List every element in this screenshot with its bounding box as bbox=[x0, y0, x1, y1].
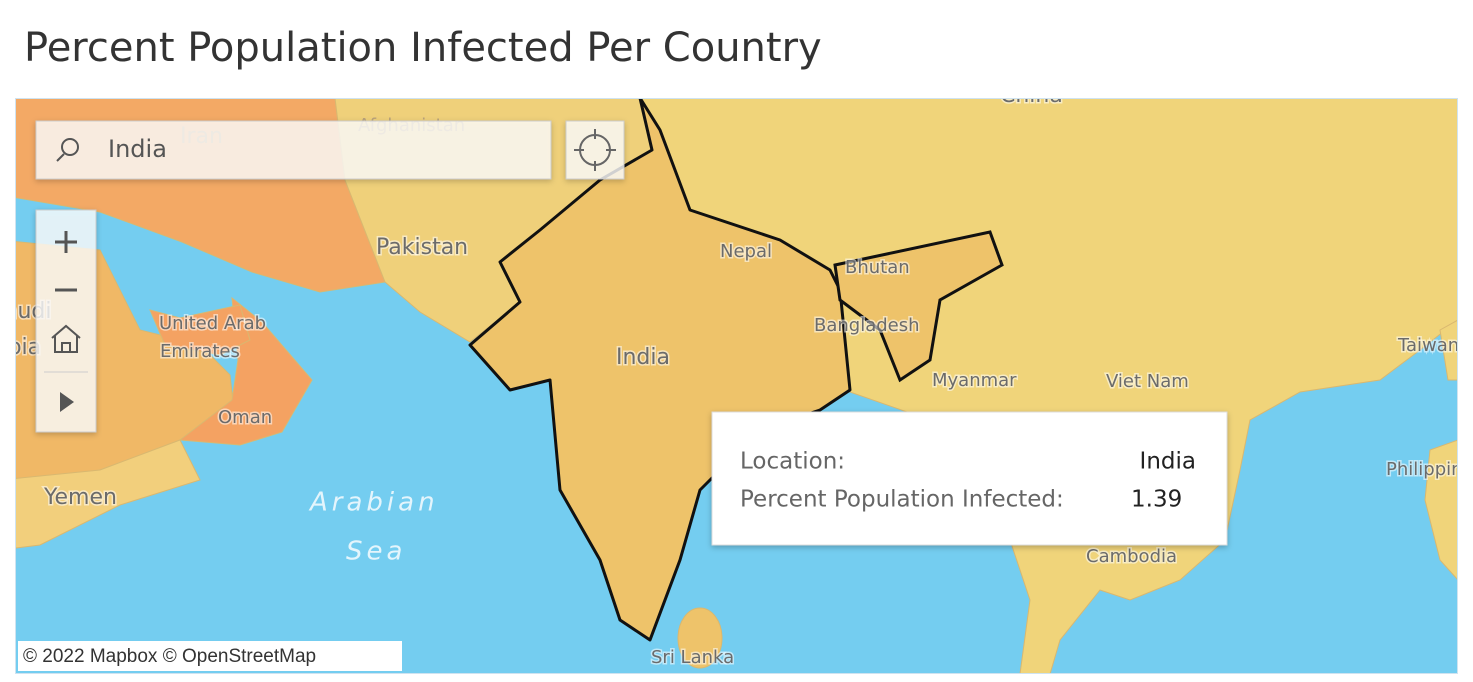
map-label: Arabia bbox=[0, 335, 41, 360]
map-label: Myanmar bbox=[932, 370, 1017, 391]
country-philippines bbox=[1424, 439, 1458, 581]
tooltip-label: Percent Population Infected: bbox=[740, 487, 1064, 513]
india-northeast bbox=[833, 230, 1004, 383]
map-label: Sea bbox=[346, 537, 406, 567]
locate-button[interactable] bbox=[565, 120, 625, 180]
map-label: India bbox=[616, 345, 670, 370]
tooltip-value: India bbox=[1140, 449, 1196, 475]
home-button[interactable] bbox=[51, 324, 81, 353]
map[interactable]: China Afghanistan Iran Pakistan Nepal Bh… bbox=[0, 83, 1473, 674]
dashboard-title: Percent Population Infected Per Country bbox=[24, 25, 822, 71]
locate-icon bbox=[574, 129, 616, 171]
map-label: Philippines bbox=[1386, 459, 1473, 480]
map-label: Viet Nam bbox=[1106, 371, 1189, 392]
search-icon bbox=[56, 153, 65, 162]
country-uae bbox=[149, 304, 251, 356]
zoom-controls[interactable] bbox=[35, 209, 97, 433]
map-label: Bangladesh bbox=[814, 315, 920, 336]
attribution-bg bbox=[18, 641, 402, 671]
map-label: Cambodia bbox=[1086, 546, 1177, 567]
map-label: Bhutan bbox=[845, 257, 910, 278]
country-india[interactable] bbox=[468, 98, 852, 642]
search-icon bbox=[61, 138, 79, 156]
map-label: Taiwan bbox=[1397, 335, 1459, 356]
map-label: Sri Lanka bbox=[651, 647, 734, 668]
search-query[interactable]: India bbox=[108, 135, 167, 163]
country-oman bbox=[178, 296, 313, 446]
map-frame bbox=[15, 98, 1458, 674]
map-label: Pakistan bbox=[376, 235, 468, 260]
attribution[interactable]: © 2022 Mapbox © OpenStreetMap bbox=[23, 646, 316, 667]
country-taiwan bbox=[1439, 319, 1458, 381]
map-label: Emirates bbox=[160, 341, 240, 362]
map-label: Arabian bbox=[308, 488, 439, 518]
map-label: Oman bbox=[218, 407, 272, 428]
map-label: Nepal bbox=[720, 241, 772, 262]
map-label: China bbox=[1000, 83, 1063, 108]
play-button[interactable] bbox=[60, 392, 74, 412]
search-box[interactable]: India bbox=[35, 120, 552, 180]
country-yemen bbox=[15, 439, 201, 549]
zoom-in[interactable] bbox=[55, 231, 77, 253]
map-label: Yemen bbox=[43, 485, 117, 510]
search-field[interactable] bbox=[35, 120, 552, 180]
country-sri-lanka bbox=[677, 607, 723, 669]
tooltip-value: 1.39 bbox=[1131, 487, 1182, 513]
map-label: United Arab bbox=[159, 313, 266, 334]
tooltip: Location: India Percent Population Infec… bbox=[711, 411, 1228, 546]
tooltip-box bbox=[711, 411, 1228, 546]
tooltip-label: Location: bbox=[740, 449, 845, 475]
